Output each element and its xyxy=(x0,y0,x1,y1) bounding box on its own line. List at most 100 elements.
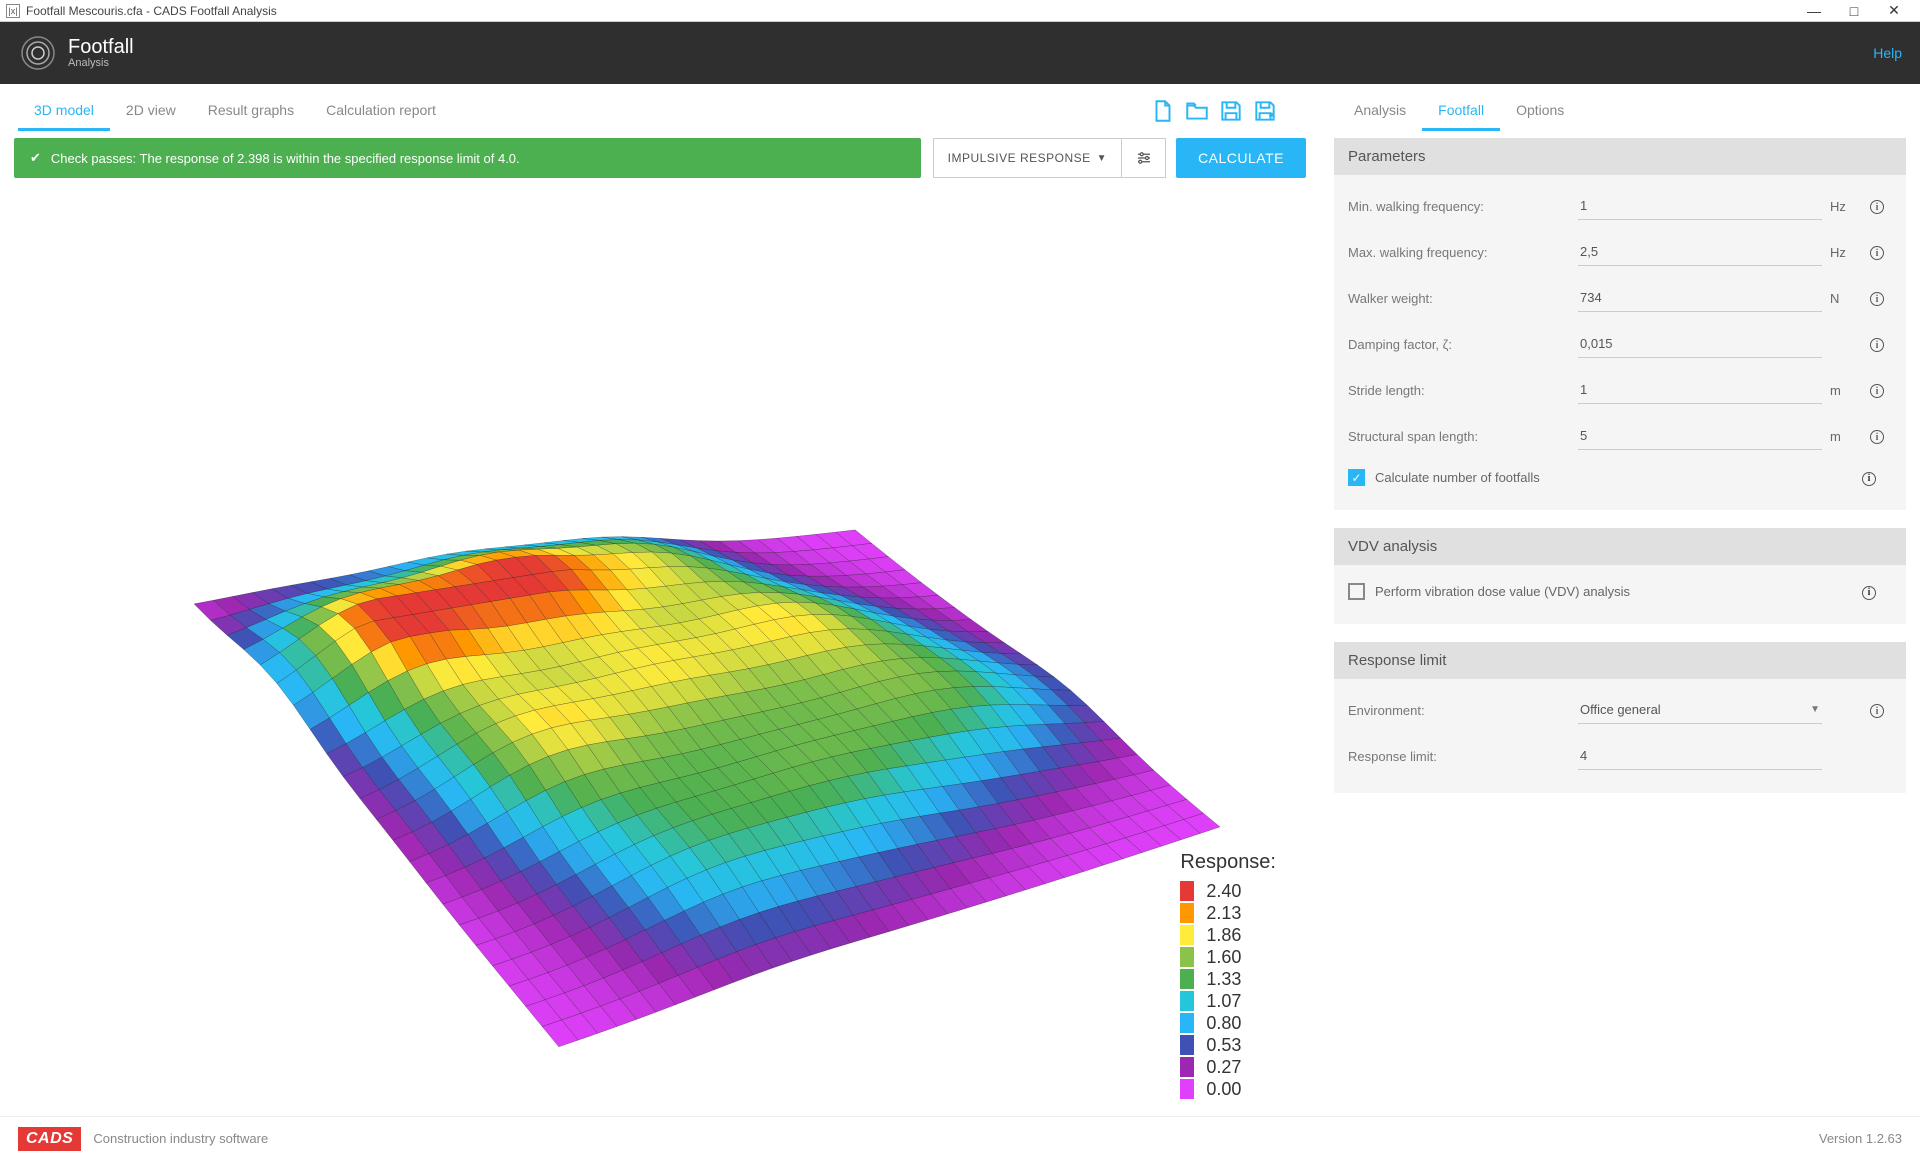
legend-value: 0.53 xyxy=(1206,1035,1241,1056)
file-toolbar xyxy=(1150,98,1302,124)
settings-sliders-button[interactable] xyxy=(1122,138,1166,178)
parameter-input-5[interactable] xyxy=(1578,422,1822,450)
response-limit-input[interactable] xyxy=(1578,742,1822,770)
window-close-button[interactable]: ✕ xyxy=(1874,2,1914,19)
response-type-label: IMPULSIVE RESPONSE xyxy=(948,151,1091,165)
legend-value: 2.40 xyxy=(1206,881,1241,902)
legend-value: 0.80 xyxy=(1206,1013,1241,1034)
parameters-header: Parameters xyxy=(1334,138,1906,175)
response-type-dropdown[interactable]: IMPULSIVE RESPONSE ▼ xyxy=(933,138,1122,178)
legend-value: 1.86 xyxy=(1206,925,1241,946)
legend-value: 1.07 xyxy=(1206,991,1241,1012)
legend-value: 0.27 xyxy=(1206,1057,1241,1078)
parameter-row: Max. walking frequency: Hzi xyxy=(1348,229,1892,275)
parameter-row: Damping factor, ζ: i xyxy=(1348,321,1892,367)
logo-sub-text: Analysis xyxy=(68,58,134,70)
app-icon: |x| xyxy=(6,4,20,18)
sidebar-tab-options[interactable]: Options xyxy=(1500,92,1580,131)
footfall-logo-icon xyxy=(18,33,58,73)
save-file-icon[interactable] xyxy=(1218,98,1244,124)
status-bar: ✔ Check passes: The response of 2.398 is… xyxy=(14,138,921,178)
parameter-unit: Hz xyxy=(1822,245,1862,260)
legend-value: 2.13 xyxy=(1206,903,1241,924)
window-title: Footfall Mescouris.cfa - CADS Footfall A… xyxy=(26,4,277,18)
parameter-input-3[interactable] xyxy=(1578,330,1822,358)
footer: CADS Construction industry software Vers… xyxy=(0,1116,1920,1160)
help-link[interactable]: Help xyxy=(1873,45,1902,61)
parameter-label: Max. walking frequency: xyxy=(1348,245,1578,260)
legend-swatch xyxy=(1180,1079,1194,1099)
environment-label: Environment: xyxy=(1348,703,1578,718)
legend-row: 2.40 xyxy=(1180,880,1276,902)
vdv-header: VDV analysis xyxy=(1334,528,1906,565)
calc-footfalls-info-icon[interactable]: i xyxy=(1862,469,1892,486)
parameter-info-icon[interactable]: i xyxy=(1862,244,1892,261)
legend-swatch xyxy=(1180,925,1194,945)
sliders-icon xyxy=(1135,149,1153,167)
view-tabs: 3D model2D viewResult graphsCalculation … xyxy=(0,84,1320,138)
parameter-info-icon[interactable]: i xyxy=(1862,336,1892,353)
parameter-label: Min. walking frequency: xyxy=(1348,199,1578,214)
view-tab-result-graphs[interactable]: Result graphs xyxy=(192,92,310,131)
parameter-row: Stride length: mi xyxy=(1348,367,1892,413)
legend-swatch xyxy=(1180,903,1194,923)
legend-row: 0.27 xyxy=(1180,1056,1276,1078)
version-label: Version 1.2.63 xyxy=(1819,1131,1902,1146)
parameter-label: Damping factor, ζ: xyxy=(1348,337,1578,352)
window-titlebar: |x| Footfall Mescouris.cfa - CADS Footfa… xyxy=(0,0,1920,22)
parameter-info-icon[interactable]: i xyxy=(1862,198,1892,215)
parameter-info-icon[interactable]: i xyxy=(1862,382,1892,399)
parameters-panel: Parameters Min. walking frequency:HziMax… xyxy=(1334,138,1906,510)
legend-title: Response: xyxy=(1180,851,1276,874)
checkbox-unchecked-icon xyxy=(1348,583,1365,600)
checkbox-checked-icon: ✓ xyxy=(1348,469,1365,486)
parameter-unit: m xyxy=(1822,383,1862,398)
parameter-input-4[interactable] xyxy=(1578,376,1822,404)
vdv-checkbox-label: Perform vibration dose value (VDV) analy… xyxy=(1375,584,1630,599)
view-tab-calculation-report[interactable]: Calculation report xyxy=(310,92,452,131)
parameter-input-0[interactable] xyxy=(1578,192,1822,220)
legend-row: 2.13 xyxy=(1180,902,1276,924)
sidebar-tab-footfall[interactable]: Footfall xyxy=(1422,92,1500,131)
calc-footfalls-label: Calculate number of footfalls xyxy=(1375,470,1540,485)
view-tab-3d-model[interactable]: 3D model xyxy=(18,92,110,131)
legend-swatch xyxy=(1180,969,1194,989)
parameter-input-1[interactable] xyxy=(1578,238,1822,266)
open-file-icon[interactable] xyxy=(1184,98,1210,124)
vdv-info-icon[interactable]: i xyxy=(1862,583,1892,600)
vdv-checkbox[interactable]: Perform vibration dose value (VDV) analy… xyxy=(1348,583,1862,600)
legend-row: 1.86 xyxy=(1180,924,1276,946)
calc-footfalls-checkbox[interactable]: ✓ Calculate number of footfalls xyxy=(1348,469,1862,486)
legend-swatch xyxy=(1180,991,1194,1011)
legend-row: 1.07 xyxy=(1180,990,1276,1012)
response-surface xyxy=(80,508,1220,1058)
calculate-button[interactable]: CALCULATE xyxy=(1176,138,1306,178)
sidebar-tab-analysis[interactable]: Analysis xyxy=(1338,92,1422,131)
parameter-info-icon[interactable]: i xyxy=(1862,290,1892,307)
window-maximize-button[interactable]: □ xyxy=(1834,3,1874,19)
response-limit-label: Response limit: xyxy=(1348,749,1578,764)
caret-down-icon: ▼ xyxy=(1810,704,1820,715)
parameter-input-2[interactable] xyxy=(1578,284,1822,312)
3d-viewport[interactable]: Node 41 ■ R: 2.398 Response: 2.402.131.8… xyxy=(0,178,1320,1116)
vdv-panel: VDV analysis Perform vibration dose valu… xyxy=(1334,528,1906,624)
parameter-label: Walker weight: xyxy=(1348,291,1578,306)
view-tab-2d-view[interactable]: 2D view xyxy=(110,92,192,131)
status-text: Check passes: The response of 2.398 is w… xyxy=(51,151,520,166)
save-as-icon[interactable] xyxy=(1252,98,1278,124)
parameter-unit: m xyxy=(1822,429,1862,444)
legend-swatch xyxy=(1180,947,1194,967)
parameter-label: Stride length: xyxy=(1348,383,1578,398)
response-limit-header: Response limit xyxy=(1334,642,1906,679)
parameter-info-icon[interactable]: i xyxy=(1862,428,1892,445)
environment-select[interactable]: Office general ▼ xyxy=(1578,696,1822,724)
legend-value: 1.60 xyxy=(1206,947,1241,968)
new-file-icon[interactable] xyxy=(1150,98,1176,124)
environment-info-icon[interactable]: i xyxy=(1862,702,1892,719)
footer-tagline: Construction industry software xyxy=(93,1131,268,1146)
window-minimize-button[interactable]: — xyxy=(1794,3,1834,19)
legend-swatch xyxy=(1180,881,1194,901)
parameter-row: Walker weight:Ni xyxy=(1348,275,1892,321)
legend-value: 0.00 xyxy=(1206,1079,1241,1100)
caret-down-icon: ▼ xyxy=(1097,153,1107,164)
